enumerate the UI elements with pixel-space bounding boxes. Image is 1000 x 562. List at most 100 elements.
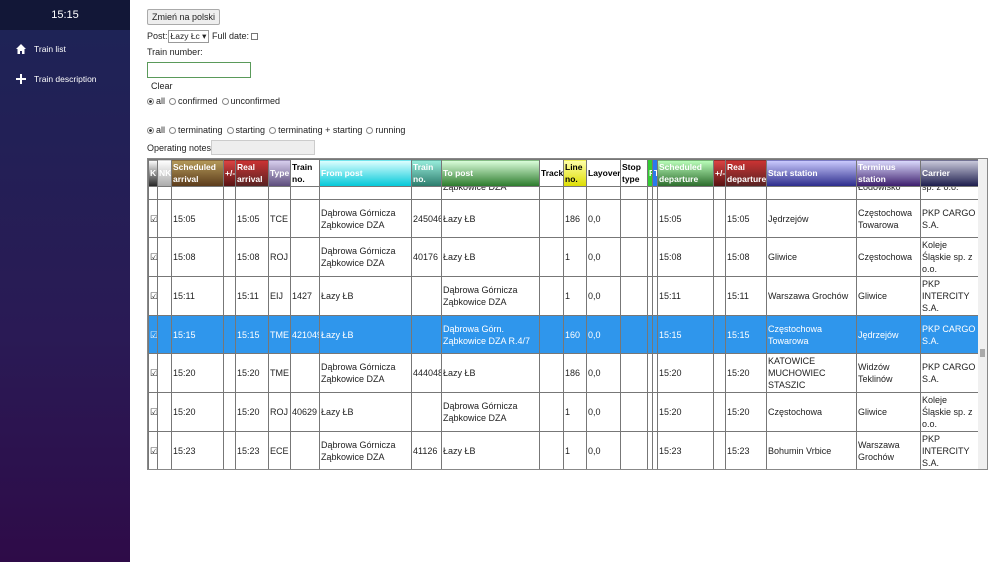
column-header[interactable]: To post	[441, 159, 540, 187]
radio[interactable]	[169, 127, 177, 135]
train-row[interactable]: ☑ 15:20 15:20 ROJ 40629 Łazy ŁB Dąbrowa Górnic…	[148, 392, 980, 432]
train-row[interactable]: ☑ 15:05 15:05 TCE Dąbrowa Górnicza Ząbkowice…	[148, 199, 980, 238]
radio-option[interactable]: all	[147, 96, 165, 106]
train-number-input[interactable]	[147, 62, 251, 78]
cell	[171, 187, 224, 200]
column-header[interactable]: From post	[319, 159, 412, 187]
column-header[interactable]: +/-	[713, 159, 726, 187]
cell	[539, 276, 564, 316]
train-row[interactable]: ☑ 15:08 15:08 ROJ Dąbrowa Górnicza Ząbkowice…	[148, 237, 980, 277]
radio-option[interactable]: terminating + starting	[269, 125, 362, 135]
nav-train-list[interactable]: Train list	[0, 34, 130, 64]
radio-label: unconfirmed	[230, 96, 281, 106]
radio[interactable]	[221, 98, 229, 106]
language-button[interactable]: Zmień na polski	[147, 9, 221, 25]
column-header[interactable]: Scheduled arrival	[171, 159, 224, 187]
cell: Ząbkowice DZA	[441, 187, 540, 200]
post-select[interactable]: Łazy Łc ▾	[167, 30, 210, 43]
cell	[223, 187, 236, 200]
sidebar: 15:15 Train list Train description	[0, 0, 130, 562]
cell	[563, 187, 587, 200]
train-row[interactable]: ☑ 15:11 15:11 EIJ 1427 Łazy ŁB Dąbrowa Górnicz…	[148, 276, 980, 316]
clear-link[interactable]: Clear	[151, 81, 173, 91]
radio[interactable]	[147, 127, 154, 135]
column-header[interactable]: Type	[268, 159, 291, 187]
cell: Łazy ŁB	[441, 199, 540, 238]
scrollbar[interactable]	[978, 159, 987, 469]
column-header[interactable]: Terminus station	[856, 159, 921, 187]
column-header[interactable]: Track	[539, 159, 564, 187]
cell	[157, 431, 172, 469]
cell	[725, 187, 767, 200]
cell	[223, 431, 236, 469]
operating-notes-input[interactable]	[211, 140, 315, 155]
cell: Dąbrowa Górnicza Ząbkowice DZA	[441, 392, 540, 432]
cell: 15:15	[725, 315, 767, 354]
radio-option[interactable]: terminating	[169, 125, 223, 135]
column-header[interactable]: NK	[157, 159, 172, 187]
table-header: K NK Scheduled arrival +/- Real arrival Type T…	[148, 159, 980, 187]
home-icon	[16, 44, 26, 54]
cell: PKP CARGO S.A.	[920, 315, 980, 354]
cell: 0,0	[586, 353, 621, 393]
train-row[interactable]: Ząbkowice DZA Łodowiskosp. z o.o.	[148, 187, 980, 200]
column-header[interactable]: Line no.	[563, 159, 587, 187]
radio-option[interactable]: running	[366, 125, 405, 135]
cell: sp. z o.o.	[920, 187, 980, 200]
train-row[interactable]: ☑ 15:20 15:20 TME Dąbrowa Górnicza Ząbkowice…	[148, 353, 980, 393]
cell: 15:05	[657, 199, 714, 238]
cell: Łazy ŁB	[319, 315, 412, 354]
column-header[interactable]: +/-	[223, 159, 236, 187]
column-header[interactable]: Real arrival	[235, 159, 269, 187]
nav-train-description[interactable]: Train description	[0, 64, 130, 94]
cell	[268, 187, 291, 200]
column-header[interactable]: Start station	[766, 159, 857, 187]
radio[interactable]	[169, 98, 177, 106]
radio-option[interactable]: starting	[226, 125, 265, 135]
nav-label: Train list	[34, 44, 66, 54]
scroll-thumb[interactable]	[980, 349, 985, 357]
column-header[interactable]: Scheduled departure	[657, 159, 714, 187]
column-header[interactable]: Layover	[586, 159, 621, 187]
train-row[interactable]: ☑ 15:15 15:15 TME 421049 Łazy ŁB Dąbrowa Górn.…	[148, 315, 980, 354]
cell: Dąbrowa Górnicza Ząbkowice DZA	[319, 237, 412, 277]
column-header[interactable]: Carrier	[920, 159, 980, 187]
table-body: Ząbkowice DZAŁodowiskosp. z o.o.☑15:0515…	[148, 187, 987, 469]
cell	[539, 392, 564, 432]
column-header[interactable]: Train no.	[411, 159, 442, 187]
radio-option[interactable]: all	[147, 125, 165, 135]
cell: Łazy ŁB	[319, 276, 412, 316]
cell: 15:23	[725, 431, 767, 469]
label: Train number:	[147, 47, 203, 57]
train-table: K NK Scheduled arrival +/- Real arrival Type T…	[147, 158, 988, 470]
cell: Warszawa Grochów	[856, 431, 921, 469]
cell	[713, 199, 726, 238]
radio[interactable]	[226, 127, 234, 135]
radio[interactable]	[269, 127, 277, 135]
column-header[interactable]: K	[148, 159, 158, 187]
cell	[157, 187, 172, 200]
column-header[interactable]: Stop type	[620, 159, 648, 187]
post-row: Post: Łazy Łc ▾ Full date:	[147, 30, 258, 43]
cell	[657, 187, 714, 200]
cell: ROJ	[268, 237, 291, 277]
full-date-checkbox[interactable]	[251, 33, 258, 41]
cell: 15:05	[171, 199, 224, 238]
radio-option[interactable]: unconfirmed	[221, 96, 281, 106]
cell: Koleje Śląskie sp. z o.o.	[920, 237, 980, 277]
cell: Częstochowa	[856, 237, 921, 277]
radio-option[interactable]: confirmed	[169, 96, 218, 106]
radio[interactable]	[366, 127, 374, 135]
cell: Łazy ŁB	[441, 431, 540, 469]
train-row[interactable]: ☑ 15:23 15:23 ECE Dąbrowa Górnicza Ząbkowice…	[148, 431, 980, 469]
cell: 15:20	[235, 353, 269, 393]
cell	[223, 237, 236, 277]
cell: 15:08	[725, 237, 767, 277]
cell: 0,0	[586, 237, 621, 277]
cell: TCE	[268, 199, 291, 238]
column-header[interactable]: Train no.	[290, 159, 320, 187]
cell	[157, 199, 172, 238]
cell: TME	[268, 353, 291, 393]
radio[interactable]	[147, 98, 154, 106]
column-header[interactable]: Real departure	[725, 159, 767, 187]
